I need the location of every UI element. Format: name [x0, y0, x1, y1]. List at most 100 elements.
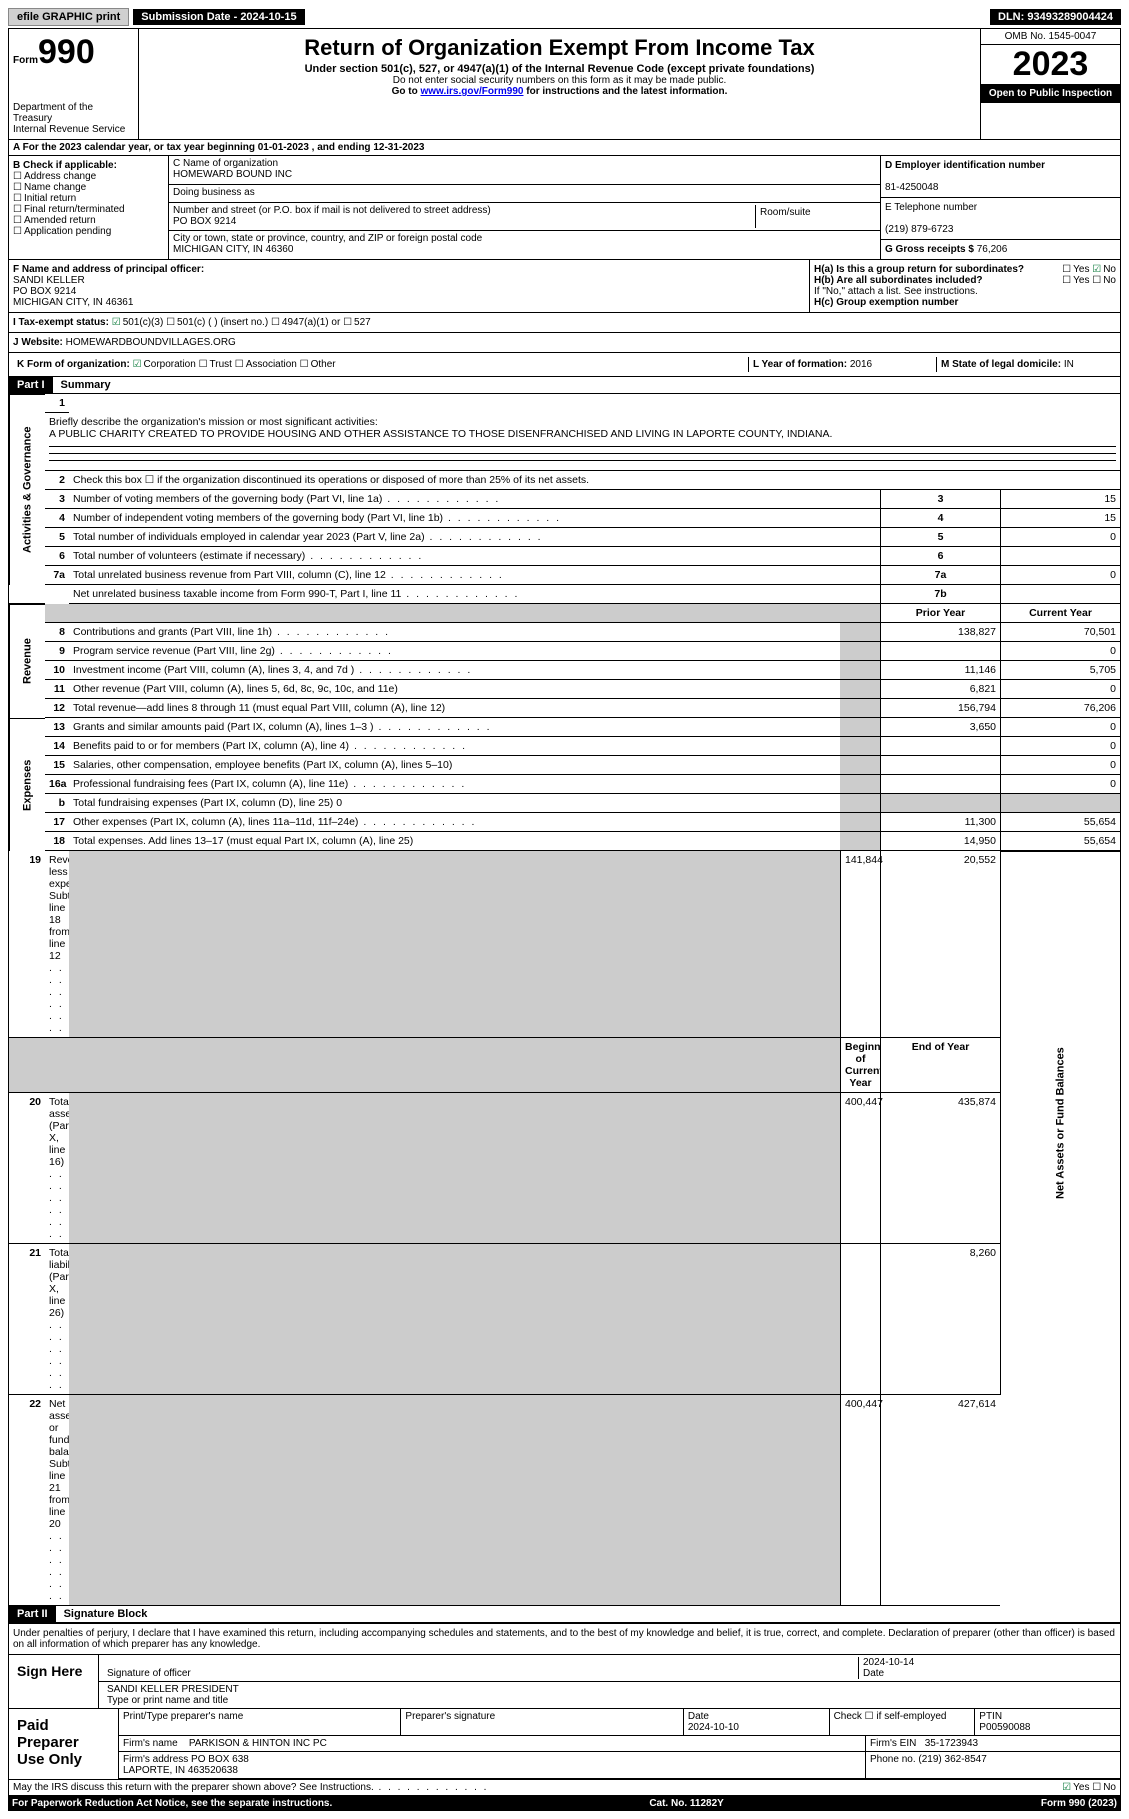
form-label: Form [13, 55, 38, 66]
line-prior: 3,650 [880, 718, 1000, 737]
blank [840, 737, 880, 756]
line-begin: 400,447 [840, 1395, 880, 1606]
ln: 20 [9, 1093, 45, 1244]
line-prior: 11,146 [880, 661, 1000, 680]
blank [840, 680, 880, 699]
form-title: Return of Organization Exempt From Incom… [143, 35, 976, 61]
hb-no[interactable]: No [1092, 275, 1116, 286]
mission-label: Briefly describe the organization's miss… [49, 416, 378, 428]
ein-label: D Employer identification number [885, 160, 1045, 171]
blank [45, 1038, 69, 1093]
open-inspection: Open to Public Inspection [981, 84, 1120, 103]
m-label: M State of legal domicile: [941, 359, 1061, 370]
line-desc: Total revenue—add lines 8 through 11 (mu… [69, 699, 840, 718]
line-desc: Other expenses (Part IX, column (A), lin… [69, 813, 840, 832]
line-current: 0 [1000, 680, 1120, 699]
part1-header: Part I Summary [8, 377, 1121, 394]
col-current: Current Year [1000, 604, 1120, 623]
website-row: J Website: HOMEWARDBOUNDVILLAGES.ORG [8, 333, 1121, 353]
form-header: Form990 Department of the Treasury Inter… [8, 28, 1121, 140]
prep-date-label: Date [688, 1711, 709, 1722]
chk-corp[interactable]: Corporation [133, 359, 196, 370]
col-end: End of Year [880, 1038, 1000, 1093]
ln [9, 1038, 45, 1093]
tel-label: E Telephone number [885, 202, 977, 213]
blank [840, 718, 880, 737]
chk-pending[interactable]: Application pending [13, 226, 164, 237]
chk-501c3[interactable]: 501(c)(3) [112, 317, 164, 328]
chk-address[interactable]: Address change [13, 171, 164, 182]
blank [840, 794, 880, 813]
line-begin [840, 1244, 880, 1395]
line-current: 20,552 [880, 851, 1000, 1038]
blank [840, 699, 880, 718]
part2-tag: Part II [9, 1606, 56, 1622]
ln: 14 [45, 737, 69, 756]
line-val: 15 [1000, 490, 1120, 509]
box-d: D Employer identification number 81-4250… [880, 156, 1120, 259]
line-desc: Total fundraising expenses (Part IX, col… [69, 794, 840, 813]
sig-name: SANDI KELLER PRESIDENT [107, 1684, 239, 1695]
officer-name: SANDI KELLER [13, 275, 85, 286]
sig-date-label: Date [863, 1668, 884, 1679]
ln [9, 585, 45, 604]
chk-initial[interactable]: Initial return [13, 193, 164, 204]
officer-addr2: MICHIGAN CITY, IN 46361 [13, 297, 133, 308]
chk-trust[interactable]: Trust [199, 359, 232, 370]
declaration-text: Under penalties of perjury, I declare th… [9, 1624, 1120, 1655]
discuss-yes[interactable]: Yes [1062, 1782, 1089, 1793]
line2-text: Check this box ☐ if the organization dis… [69, 471, 1120, 490]
phone-label: Phone no. [870, 1754, 916, 1765]
hb-yes[interactable]: Yes [1062, 275, 1089, 286]
line-current: 76,206 [1000, 699, 1120, 718]
chk-name[interactable]: Name change [13, 182, 164, 193]
ln: 5 [45, 528, 69, 547]
hb-note: If "No," attach a list. See instructions… [814, 286, 1116, 297]
line-prior [880, 775, 1000, 794]
m-value: IN [1064, 359, 1074, 370]
blank [69, 1038, 840, 1093]
chk-other[interactable]: Other [300, 359, 336, 370]
tel-value: (219) 879-6723 [885, 224, 953, 235]
chk-final[interactable]: Final return/terminated [13, 204, 164, 215]
ln: 19 [9, 851, 45, 1038]
line-desc: Number of independent voting members of … [69, 509, 880, 528]
goto-note: Go to www.irs.gov/Form990 for instructio… [143, 86, 976, 97]
chk-501c[interactable]: 501(c) ( ) (insert no.) [166, 317, 268, 328]
chk-amended[interactable]: Amended return [13, 215, 164, 226]
chk-assoc[interactable]: Association [235, 359, 297, 370]
ha-no[interactable]: No [1092, 264, 1116, 275]
status-row: I Tax-exempt status: 501(c)(3) 501(c) ( … [8, 313, 1121, 333]
summary-table: Activities & Governance 1 Briefly descri… [8, 394, 1121, 1606]
website-label: J Website: [13, 337, 63, 348]
blank [840, 623, 880, 642]
officer-label: F Name and address of principal officer: [13, 264, 204, 275]
ln: 9 [45, 642, 69, 661]
mission-box: Briefly describe the organization's miss… [45, 413, 1120, 471]
line-box: 6 [880, 547, 1000, 566]
line-desc: Grants and similar amounts paid (Part IX… [69, 718, 840, 737]
gross-label: G Gross receipts $ [885, 244, 974, 255]
ha-yes[interactable]: Yes [1062, 264, 1089, 275]
irs-link[interactable]: www.irs.gov/Form990 [420, 86, 523, 97]
line-val: 15 [1000, 509, 1120, 528]
prep-sig-label: Preparer's signature [405, 1711, 495, 1722]
officer-h-section: F Name and address of principal officer:… [8, 260, 1121, 313]
line-prior [880, 737, 1000, 756]
efile-btn[interactable]: efile GRAPHIC print [8, 8, 129, 26]
discuss-no[interactable]: No [1092, 1782, 1116, 1793]
line-val [1000, 585, 1120, 604]
blank [840, 756, 880, 775]
line-prior: 6,821 [880, 680, 1000, 699]
officer-addr1: PO BOX 9214 [13, 286, 76, 297]
line-box: 3 [880, 490, 1000, 509]
ln: b [45, 794, 69, 813]
phone-value: (219) 362-8547 [918, 1754, 986, 1765]
chk-527[interactable]: 527 [343, 317, 371, 328]
blank [840, 661, 880, 680]
street-value: PO BOX 9214 [173, 216, 236, 227]
ln: 18 [45, 832, 69, 851]
status-label: I Tax-exempt status: [13, 317, 109, 328]
chk-4947[interactable]: 4947(a)(1) or [271, 317, 340, 328]
paid-preparer-label: Paid Preparer Use Only [9, 1709, 119, 1779]
